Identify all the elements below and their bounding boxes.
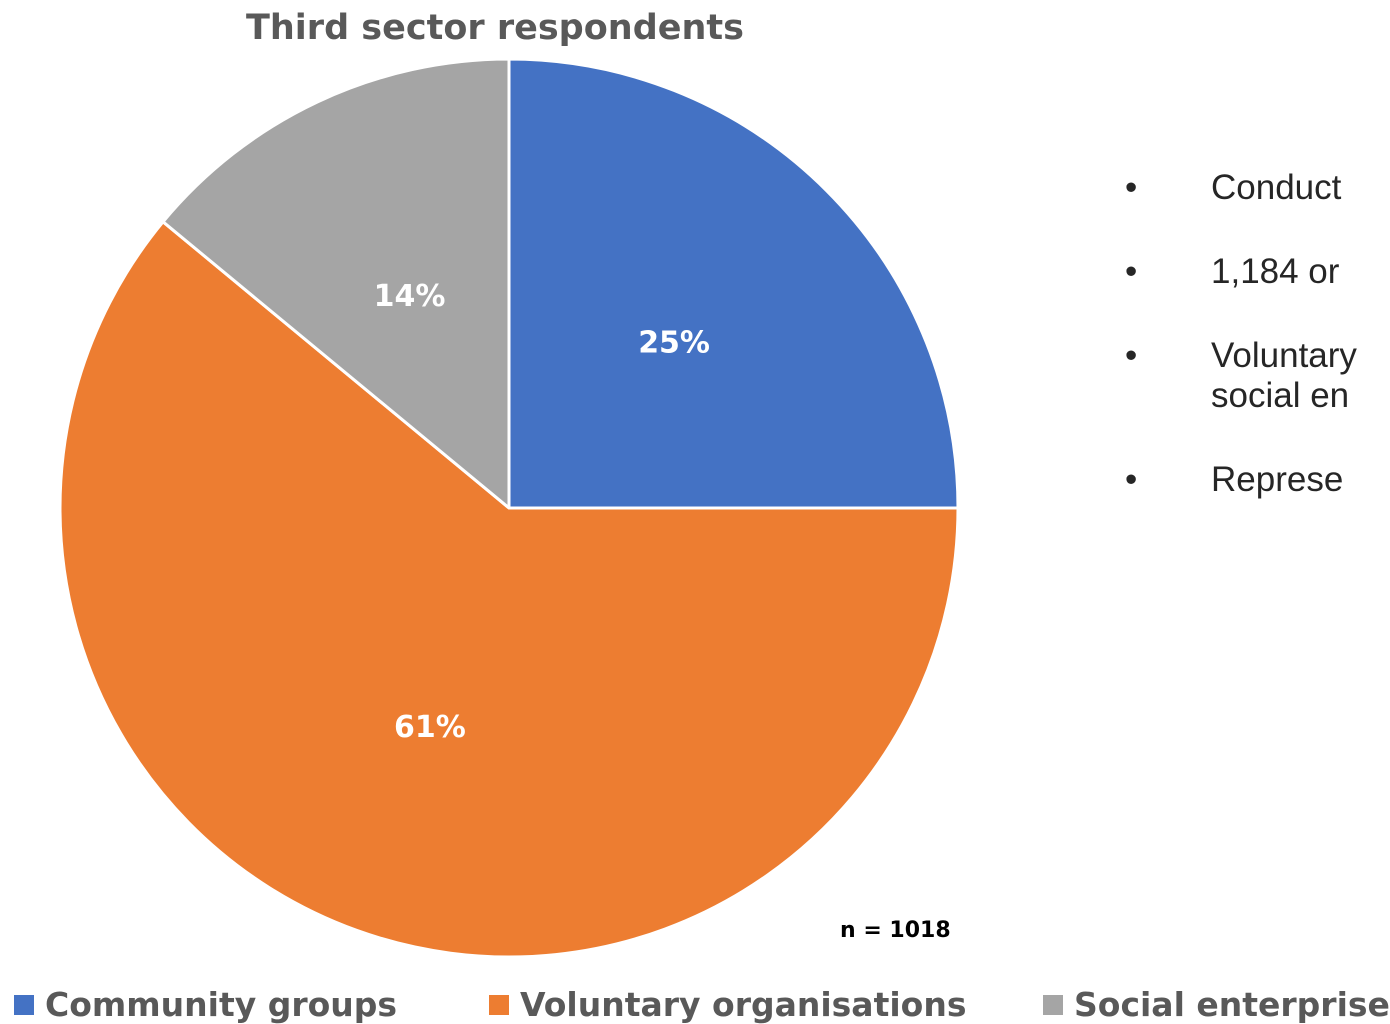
legend-label: Voluntary organisations: [520, 985, 967, 1024]
bullet-item: 1,184 or: [1125, 252, 1357, 292]
chart-title: Third sector respondents: [246, 8, 744, 48]
sample-size-note: n = 1018: [840, 918, 951, 943]
legend-label: Social enterprises: [1074, 985, 1390, 1024]
bullet-item: Represe: [1125, 460, 1357, 500]
bullet-item: Voluntary social en: [1125, 336, 1357, 416]
bullet-line: Voluntary: [1211, 336, 1357, 375]
legend-swatch: [1043, 994, 1063, 1015]
bullet-item: Conduct: [1125, 168, 1357, 208]
bullet-line: social en: [1211, 376, 1350, 415]
legend: Community groups Voluntary organisations…: [0, 985, 1390, 1024]
legend-label: Community groups: [45, 985, 398, 1024]
pie-slice-community-groups: [507, 57, 960, 510]
slice-data-label: 61%: [394, 710, 466, 745]
bullet-list: Conduct 1,184 or Voluntary social en Rep…: [1125, 168, 1357, 500]
legend-item-social-enterprises: Social enterprises: [1043, 985, 1390, 1024]
legend-swatch: [489, 994, 509, 1015]
legend-item-voluntary-organisations: Voluntary organisations: [489, 985, 966, 1024]
pie-chart: 25% 61% 14%: [58, 57, 960, 959]
pie-slice-voluntary-organisations: [58, 220, 960, 959]
slice-data-label: 14%: [374, 279, 446, 314]
slice-data-label: 25%: [638, 325, 710, 360]
pie-slice-social-enterprises: [161, 57, 511, 510]
legend-item-community-groups: Community groups: [14, 985, 397, 1024]
legend-swatch: [14, 994, 34, 1015]
